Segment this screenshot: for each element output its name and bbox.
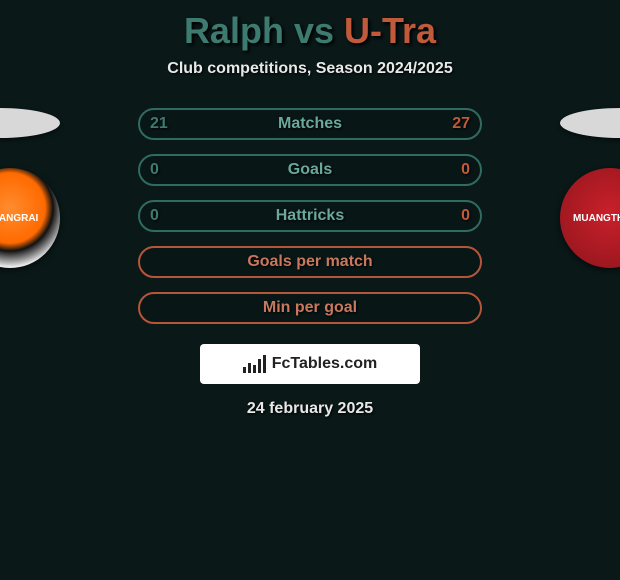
stat-row-min-per-goal: Min per goal (138, 292, 482, 324)
club1-name: CHIANGRAI (0, 213, 38, 224)
stat-right-value: 27 (452, 115, 470, 133)
subtitle: Club competitions, Season 2024/2025 (0, 60, 620, 78)
stat-left-value: 0 (150, 161, 159, 179)
source-logo[interactable]: FcTables.com (200, 344, 420, 384)
stat-row-goals-per-match: Goals per match (138, 246, 482, 278)
stat-row-matches: 21 Matches 27 (138, 108, 482, 140)
stat-label: Hattricks (276, 207, 344, 225)
club2-name: MUANGTHONG (573, 213, 620, 224)
vs-text: vs (294, 10, 334, 51)
chart-bars-icon (243, 355, 266, 373)
stat-label: Goals (288, 161, 332, 179)
stat-right-value: 0 (461, 161, 470, 179)
stat-row-hattricks: 0 Hattricks 0 (138, 200, 482, 232)
left-side-badges: CHIANGRAI (0, 108, 120, 268)
player2-avatar-placeholder (560, 108, 620, 138)
stat-label: Matches (278, 115, 342, 133)
footer-date: 24 february 2025 (0, 400, 620, 418)
player1-name: Ralph (184, 10, 284, 51)
comparison-content: CHIANGRAI MUANGTHONG 21 Matches 27 0 Goa… (0, 108, 620, 418)
stat-right-value: 0 (461, 207, 470, 225)
stat-row-goals: 0 Goals 0 (138, 154, 482, 186)
stat-left-value: 21 (150, 115, 168, 133)
player1-avatar-placeholder (0, 108, 60, 138)
stat-rows: 21 Matches 27 0 Goals 0 0 Hattricks 0 Go… (138, 108, 482, 324)
page-title: Ralph vs U-Tra (0, 0, 620, 52)
player2-name: U-Tra (344, 10, 436, 51)
stat-label: Min per goal (263, 299, 357, 317)
logo-text: FcTables.com (272, 355, 378, 373)
club1-badge: CHIANGRAI (0, 168, 60, 268)
right-side-badges: MUANGTHONG (500, 108, 620, 268)
club2-badge: MUANGTHONG (560, 168, 620, 268)
stat-left-value: 0 (150, 207, 159, 225)
stat-label: Goals per match (247, 253, 372, 271)
